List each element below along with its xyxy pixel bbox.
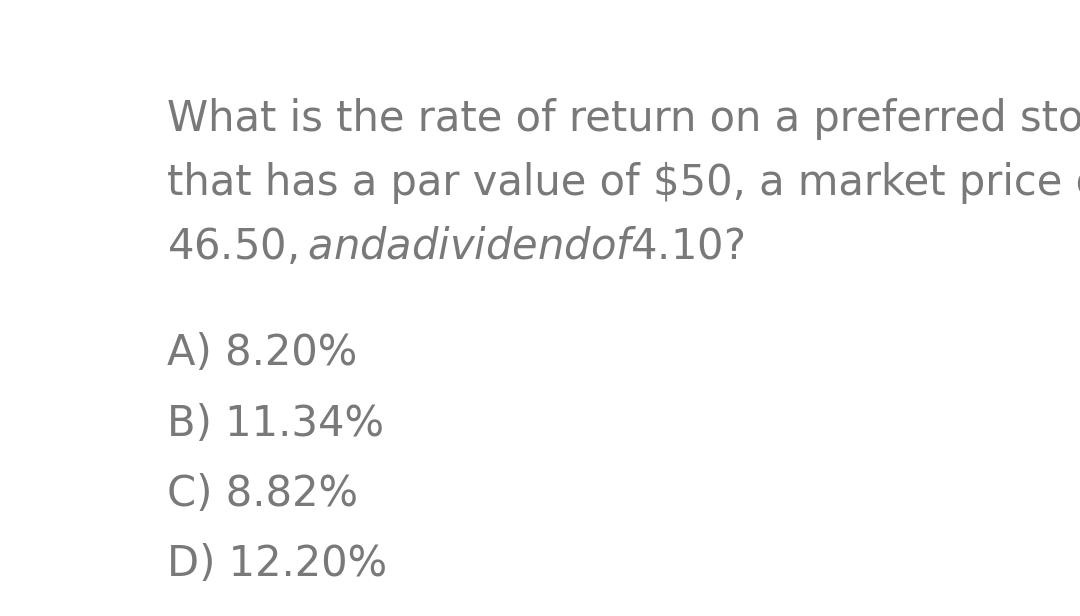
Text: B) 11.34%: B) 11.34%: [166, 403, 383, 445]
Text: D) 12.20%: D) 12.20%: [166, 543, 387, 585]
Text: What is the rate of return on a preferred stock: What is the rate of return on a preferre…: [166, 97, 1080, 140]
Text: A) 8.20%: A) 8.20%: [166, 333, 357, 375]
Text: $46.50, and a dividend of $4.10?: $46.50, and a dividend of $4.10?: [166, 225, 744, 268]
Text: that has a par value of $50, a market price of: that has a par value of $50, a market pr…: [166, 161, 1080, 204]
Text: C) 8.82%: C) 8.82%: [166, 473, 357, 515]
